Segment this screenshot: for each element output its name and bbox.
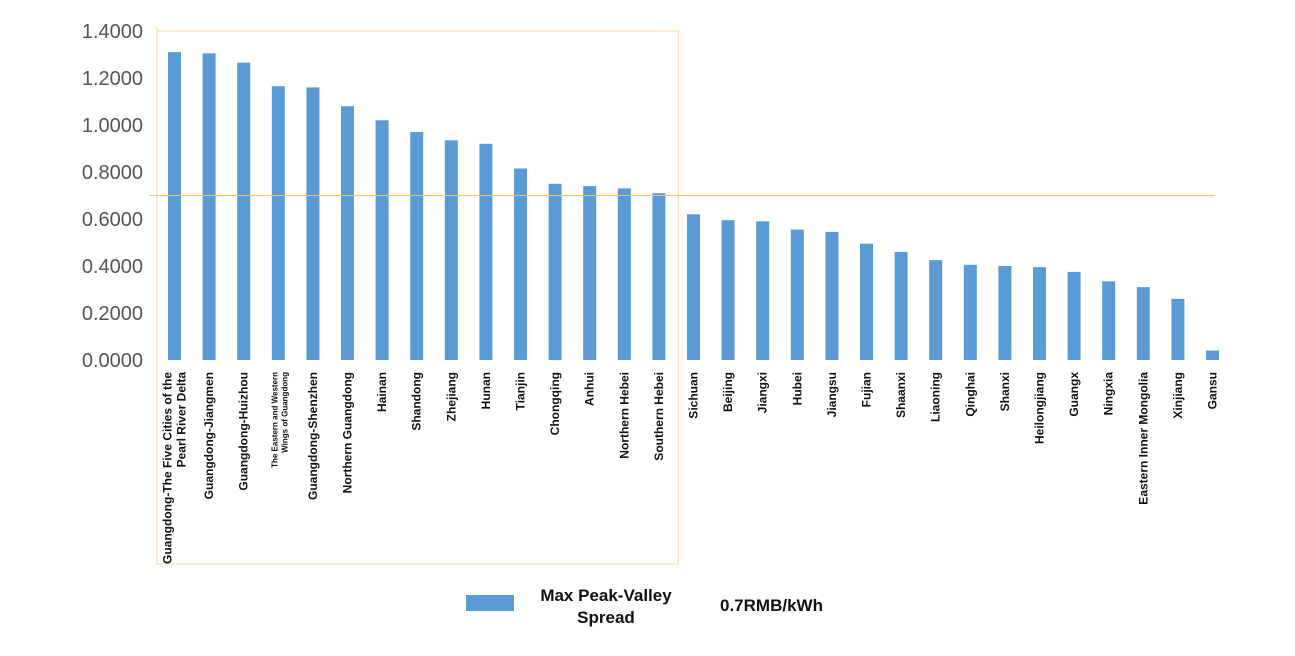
x-tick-label: Southern Hebei	[652, 372, 666, 461]
bar	[790, 229, 804, 360]
reference-line-label: 0.7RMB/kWh	[720, 596, 823, 615]
x-tick-label: Guangdong-The Five Cities of thePearl Ri…	[161, 372, 189, 564]
x-tick-label: Tianjin	[514, 372, 528, 410]
bar	[237, 62, 251, 360]
y-tick-label: 0.0000	[82, 350, 143, 372]
x-axis-ticks: Guangdong-The Five Cities of thePearl Ri…	[161, 372, 1220, 564]
bar	[963, 264, 977, 360]
bar	[1171, 298, 1185, 360]
x-tick-label: Anhui	[583, 372, 597, 406]
bars-layer	[168, 52, 1219, 361]
x-tick-label: Heilongjiang	[1033, 372, 1047, 444]
x-tick-label: Xinjiang	[1171, 372, 1185, 419]
y-tick-label: 0.2000	[82, 303, 143, 325]
x-tick-label: Northern Hebei	[617, 372, 631, 459]
legend-series-label: Max Peak-Valley Spread	[540, 586, 672, 627]
bar	[375, 120, 389, 360]
y-axis-ticks: 0.0000 0.2000 0.4000 0.6000 0.8000 1.0000 1.20…	[82, 21, 143, 372]
legend: Max Peak-Valley Spread 0.7RMB/kWh	[466, 585, 866, 635]
x-tick-label: Qinghai	[963, 372, 977, 417]
bar	[687, 214, 700, 360]
bar	[444, 140, 458, 360]
bar	[894, 251, 908, 360]
bar	[410, 132, 424, 360]
x-tick-label: Hubei	[790, 372, 804, 405]
y-tick-label: 1.0000	[82, 115, 143, 137]
bar	[860, 243, 873, 360]
x-tick-label: Liaoning	[929, 372, 943, 422]
bar	[583, 186, 597, 360]
x-tick-label: Ningxia	[1102, 372, 1116, 416]
bar	[1206, 350, 1219, 360]
bar	[929, 260, 943, 360]
bar	[617, 188, 631, 360]
y-tick-label: 0.6000	[82, 209, 143, 231]
bar	[756, 221, 770, 360]
bar	[825, 231, 839, 360]
x-tick-label: Guangdong-Huizhou	[237, 372, 251, 491]
bar	[1102, 281, 1116, 360]
bar	[202, 53, 216, 361]
x-tick-label: Eastern Inner Mongolia	[1136, 372, 1150, 505]
bar	[341, 106, 354, 360]
bar	[1067, 271, 1081, 360]
bar	[652, 193, 666, 360]
x-tick-label: Gansu	[1206, 372, 1220, 409]
x-tick-label: Zhejiang	[444, 372, 458, 421]
x-tick-label: Beijing	[721, 372, 735, 412]
x-tick-label: Shanxi	[998, 372, 1012, 411]
x-tick-label: Guangdong-Jiangmen	[202, 372, 216, 499]
bar	[168, 52, 181, 360]
bar	[306, 87, 320, 361]
bar	[479, 143, 493, 360]
x-tick-label: Guangx	[1067, 372, 1081, 417]
y-tick-label: 0.4000	[82, 256, 143, 278]
x-tick-label: Shaanxi	[894, 372, 908, 418]
bar	[721, 220, 735, 360]
legend-swatch	[466, 595, 514, 611]
x-tick-label: Chongqing	[548, 372, 562, 435]
x-tick-label: Jiangsu	[825, 372, 839, 417]
bar	[1033, 267, 1046, 360]
bar	[1136, 287, 1150, 360]
y-tick-label: 0.8000	[82, 162, 143, 184]
bar	[271, 86, 285, 360]
y-tick-label: 1.2000	[82, 68, 143, 90]
x-tick-label: Jiangxi	[756, 372, 770, 413]
x-tick-label: The Eastern and WesternWings of Guangdon…	[270, 372, 289, 468]
bar	[998, 266, 1012, 360]
x-tick-label: Sichuan	[687, 372, 701, 419]
y-tick-label: 1.4000	[82, 21, 143, 43]
x-tick-label: Hunan	[479, 372, 493, 409]
x-tick-label: Northern Guangdong	[341, 372, 355, 493]
x-tick-label: Fujian	[860, 372, 874, 407]
x-tick-label: Guangdong-Shenzhen	[306, 372, 320, 500]
x-tick-label: Shandong	[410, 372, 424, 431]
x-tick-label: Hainan	[375, 372, 389, 412]
bar	[514, 168, 527, 360]
bar	[548, 183, 562, 361]
